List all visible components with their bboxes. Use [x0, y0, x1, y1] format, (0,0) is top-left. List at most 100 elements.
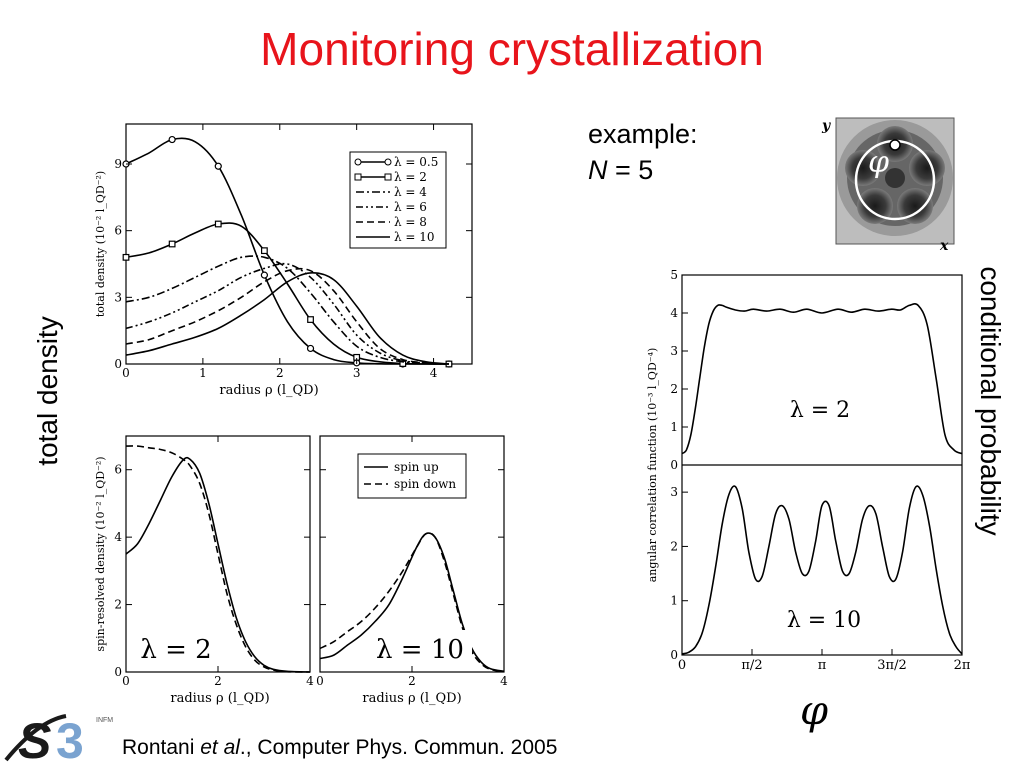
chart3-annotation: λ = 10	[376, 635, 464, 665]
chart2-xtick-label: 2	[214, 674, 222, 688]
chart4-bottom-ytick-label: 1	[670, 594, 678, 608]
citation: Rontani et al., Computer Phys. Commun. 2…	[122, 736, 557, 760]
chart2-annotation-bg	[138, 630, 214, 664]
chart4-bottom-ytick-label: 3	[670, 485, 678, 499]
inset-blob-4	[857, 188, 893, 224]
chart3-xtick-label: 2	[408, 674, 416, 688]
chart2-ylabel: spin-resolved density (10⁻² l_QD⁻²)	[94, 456, 107, 651]
chart4-xtick-label: 3π/2	[877, 658, 906, 673]
logo-swoosh	[4, 714, 67, 762]
inset-electron	[889, 139, 901, 151]
inset-center	[885, 168, 905, 188]
chart1-ytick-label: 9	[114, 157, 122, 171]
chart1-legend-box	[349, 151, 447, 249]
chart2-series-1-line	[125, 456, 311, 673]
chart1-legend-label-6: λ = 10	[394, 230, 435, 244]
phi-axis-symbol: φ	[800, 688, 829, 734]
chart3-legend-box	[357, 453, 467, 499]
chart4-top-ytick-label: 4	[670, 306, 678, 320]
chart3-xlabel: radius ρ (l_QD)	[362, 691, 461, 706]
chart4-top-series-1-line	[681, 302, 963, 455]
chart1-series-2-marker	[307, 316, 314, 323]
chart1-legend-marker	[354, 173, 362, 181]
chart4-xtick-label: π	[818, 658, 827, 673]
conditional-probability-side-label: conditional probability	[968, 236, 1012, 566]
chart2-ytick-label: 0	[114, 665, 122, 679]
chart4-bottom-series-1-line	[681, 485, 963, 655]
chart4-bottom-ytick-label: 2	[670, 539, 678, 553]
chart1-series-1-marker	[214, 162, 222, 170]
chart2-xtick-label: 0	[122, 674, 130, 688]
chart1-series-1-line	[125, 137, 449, 365]
total-density-side-label: total density	[26, 296, 70, 486]
chart2-xlabel: radius ρ (l_QD)	[170, 691, 269, 706]
chart4-xtick-label: π/2	[741, 658, 762, 673]
chart1-legend-label-4: λ = 6	[394, 200, 427, 214]
n-variable: N	[588, 155, 608, 185]
chart1-series-6-line	[125, 272, 449, 365]
chart1-series-1-marker	[168, 135, 176, 144]
inset-blob-5	[845, 150, 881, 186]
angular-correlation-chart: 0 1 2 3 4 5 0 1 2 3 0 π/2 π 3π/2 2π angular correlation…	[646, 268, 970, 673]
chart3-annotation-bg	[368, 630, 472, 664]
chart1-xtick-label: 4	[430, 366, 438, 380]
chart2-xtick-label: 4	[306, 674, 314, 688]
chart1-xtick-label: 3	[353, 366, 361, 380]
spin-density-lambda10-chart: 0 2 4 radius ρ (l_QD) λ = 10 spin up spin down	[316, 435, 508, 706]
chart4-top-ytick-label: 2	[670, 382, 678, 396]
s3-logo: S 3 INFM	[4, 713, 113, 766]
logo-3: 3	[56, 713, 84, 766]
n-value: = 5	[607, 155, 654, 185]
chart3-series-2-line	[319, 532, 505, 673]
logo-s: S	[18, 713, 51, 766]
chart1-legend-marker	[384, 173, 392, 181]
chart1-legend-label-5: λ = 8	[394, 215, 427, 229]
chart1-series-2-marker	[214, 220, 222, 228]
chart1-series-2-marker	[399, 360, 407, 367]
chart1-ylabel: total density (10⁻² l_QD⁻²)	[94, 171, 107, 317]
chart1-legend-label-3: λ = 4	[394, 185, 427, 199]
chart1-xtick-label: 0	[122, 366, 130, 380]
spin-density-lambda2-chart: 0 2 4 0 2 4 6 radius ρ (l_QD) spin-resolved dens…	[94, 435, 314, 706]
chart1-ytick-label: 0	[114, 357, 122, 371]
chart2-ytick-label: 4	[114, 530, 122, 544]
chart3-xtick-label: 0	[316, 674, 324, 688]
chart4-top-ytick-label: 1	[670, 420, 678, 434]
chart1-legend-label-1: λ = 0.5	[394, 155, 438, 169]
chart1-xtick-label: 1	[199, 366, 207, 380]
chart3-legend-label-1: spin up	[394, 460, 439, 474]
chart1-legend-marker	[354, 158, 362, 166]
chart4-bottom-annotation: λ = 10	[787, 608, 861, 633]
chart1-series-2-marker	[122, 253, 130, 261]
chart3-legend-label-2: spin down	[394, 477, 456, 491]
chart1-series-1-marker	[260, 271, 268, 279]
total-density-chart: 0 1 2 3 4 0 3 6 9 radius ρ (l_QD) total density (1…	[94, 123, 473, 398]
example-n: N = 5	[588, 152, 698, 188]
n5-density-inset: φ y x	[821, 117, 955, 254]
chart4-top-annotation: λ = 2	[790, 398, 850, 423]
chart2-series-2-line	[125, 445, 311, 673]
chart1-ytick-label: 6	[114, 224, 122, 238]
chart4-top-ytick-label: 3	[670, 344, 678, 358]
inset-phi: φ	[868, 145, 889, 180]
chart1-legend-label-2: λ = 2	[394, 170, 427, 184]
chart4-bottom-ytick-label: 0	[670, 648, 678, 662]
chart2-annotation: λ = 2	[140, 635, 211, 665]
chart1-series-5-line	[125, 267, 449, 365]
chart1-series-4-line	[125, 262, 449, 365]
chart2-ytick-label: 6	[114, 463, 122, 477]
citation-post: ., Computer Phys. Commun. 2005	[239, 736, 558, 759]
chart4-xtick-label: 2π	[954, 658, 970, 673]
chart4-xtick-label: 0	[678, 658, 686, 673]
citation-etal: et al	[200, 736, 240, 759]
inset-blob-2	[909, 150, 945, 186]
chart1-series-2-marker	[168, 240, 176, 248]
chart1-frame	[125, 123, 473, 365]
chart4-ylabel: angular correlation function (10⁻³ l_QD⁻…	[646, 348, 659, 583]
total-density-text: total density	[32, 316, 63, 466]
slide-title: Monitoring crystallization	[260, 23, 764, 75]
conditional-probability-text: conditional probability	[975, 266, 1006, 536]
inset-y-label: y	[821, 118, 831, 134]
chart3-xtick-label: 4	[500, 674, 508, 688]
example-label: example: N = 5	[588, 116, 698, 188]
